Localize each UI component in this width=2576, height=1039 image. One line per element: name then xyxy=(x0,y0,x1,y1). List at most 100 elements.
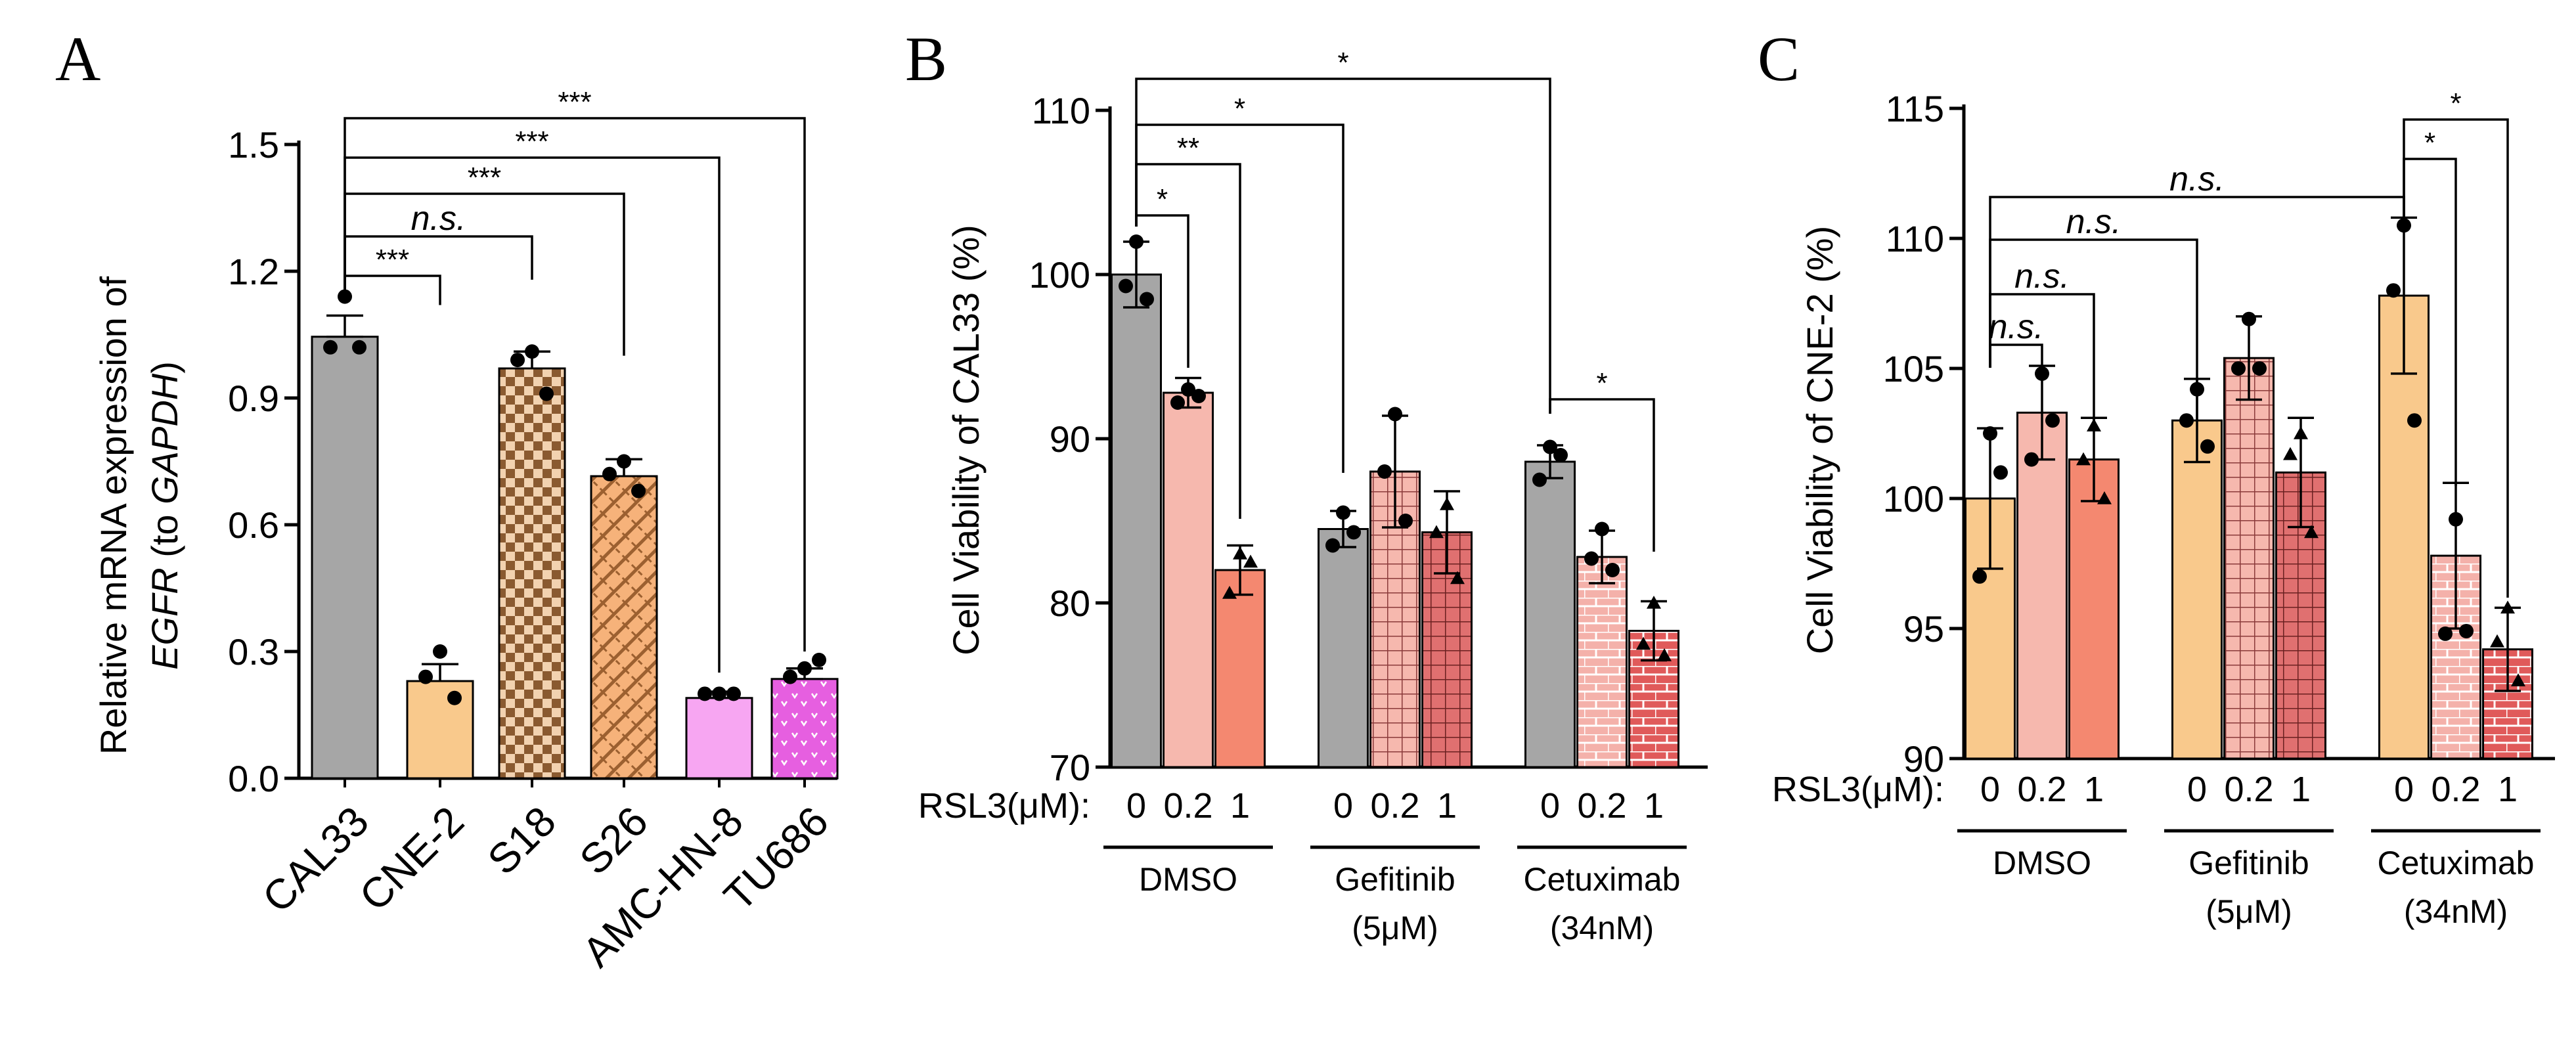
panel-b-data-point xyxy=(1584,551,1599,566)
panel-c-bar xyxy=(2016,411,2068,760)
panel-a-data-point xyxy=(783,669,797,684)
panel-b-dose-label: 0.2 xyxy=(1163,786,1212,826)
panel-a-data-point xyxy=(712,686,726,701)
panel-b-significance-label: * xyxy=(1157,183,1168,215)
panel-a-data-point xyxy=(510,353,525,368)
panel-a-significance-label: *** xyxy=(515,125,548,158)
panel-b-significance-bracket xyxy=(1549,398,1655,552)
panel-a-y-tick-label: 0.3 xyxy=(228,631,279,673)
panel-b-data-point xyxy=(1647,596,1661,609)
panel-c-data-point xyxy=(2252,361,2267,376)
panel-c-significance-label: n.s. xyxy=(2014,257,2070,296)
panel-b-significance-label: * xyxy=(1234,93,1245,125)
panel-b-data-point xyxy=(1181,382,1195,397)
panel-a-x-tick-label: S26 xyxy=(570,797,656,883)
panel-c-data-point xyxy=(2179,413,2194,428)
panel-a-y-tick-label: 0.0 xyxy=(228,758,279,799)
panel-b-y-tick-label: 70 xyxy=(1050,747,1090,788)
panel-letter-c: C xyxy=(1758,24,1800,94)
panel-b-dose-label: 0.2 xyxy=(1370,786,1419,826)
panel-c-bar xyxy=(2223,357,2275,760)
panel-b-y-tick-label: 100 xyxy=(1029,254,1090,296)
panel-c-data-point xyxy=(2304,525,2319,539)
panel-a-y-axis-label-line1: Relative mRNA expression of xyxy=(93,276,134,755)
panel-c-y-tick-label: 95 xyxy=(1903,608,1944,650)
panel-b-group-label: Cetuximab xyxy=(1524,861,1681,898)
panel-a-bar xyxy=(590,475,658,780)
panel-c-data-point xyxy=(2242,311,2256,326)
panel-b-data-point xyxy=(1595,521,1609,537)
panel-b-group-sublabel: (34nM) xyxy=(1550,910,1654,946)
panel-b-dose-label: 1 xyxy=(1230,786,1250,826)
panel-c-dose-label: 0 xyxy=(1980,770,2000,809)
panel-c-y-tick-label: 100 xyxy=(1883,478,1944,520)
panel-a-bar xyxy=(685,697,753,780)
panel-c-significance-bracket xyxy=(1989,343,2043,374)
panel-a-bar xyxy=(406,680,474,780)
panel-c-significance-label: n.s. xyxy=(2066,203,2121,241)
panel-c-group-label: Gefitinib xyxy=(2188,845,2309,881)
panel-b-data-point xyxy=(1233,546,1247,560)
panel-b-bar xyxy=(1524,460,1576,768)
panel-b-data-point xyxy=(1398,514,1413,528)
panel-c-data-point xyxy=(2024,452,2039,467)
panel-b-significance-label: ** xyxy=(1177,132,1199,164)
panel-b-data-point xyxy=(1129,234,1144,249)
panel-c-data-point xyxy=(2449,512,2463,527)
panel-b-y-tick-label: 110 xyxy=(1032,90,1090,131)
panel-a-y-tick-label: 0.9 xyxy=(228,378,279,419)
panel-letter-b: B xyxy=(905,24,947,94)
panel-b-data-point xyxy=(1377,464,1392,479)
panel-a-x-tick-label: CAL33 xyxy=(254,797,378,921)
panel-b-data-point xyxy=(1325,538,1340,553)
panel-a-bar xyxy=(498,367,566,780)
panel-a-bar xyxy=(770,678,839,780)
panel-c-dose-label: 1 xyxy=(2291,770,2311,809)
panel-a-y-tick-label: 0.6 xyxy=(228,504,279,546)
panel-a-significance-label: *** xyxy=(468,162,501,194)
panel-b-data-point xyxy=(1119,278,1133,294)
panel-b-data-point xyxy=(1605,563,1620,577)
panel-b-data-point xyxy=(1243,554,1258,568)
panel-b-dose-label: 0 xyxy=(1540,786,1560,826)
panel-b-data-point xyxy=(1657,648,1672,661)
panel-c-x-prefix: RSL3(μM): xyxy=(1772,770,1944,809)
panel-c-data-point xyxy=(2438,626,2453,641)
panel-c-dose-label: 0 xyxy=(2394,770,2414,809)
panel-a-x-tick-label: S18 xyxy=(478,797,564,883)
panel-c-data-point xyxy=(2459,623,2474,638)
panel-c-group-label: DMSO xyxy=(1993,845,2091,881)
panel-c-data-point xyxy=(2511,673,2525,686)
panel-a-y-tick-label: 1.5 xyxy=(228,124,279,166)
panel-b-group-label: DMSO xyxy=(1139,861,1237,898)
panel-b-data-point xyxy=(1429,525,1444,539)
panel-c-dose-label: 0.2 xyxy=(2224,770,2273,809)
panel-b-data-point xyxy=(1440,497,1454,510)
panel-c-data-point xyxy=(2397,218,2411,233)
panel-b-significance-bracket xyxy=(1135,77,1551,414)
panel-b-data-point xyxy=(1543,439,1557,454)
panel-a-significance-bracket xyxy=(344,275,441,305)
panel-b-data-point xyxy=(1532,472,1547,487)
panel-c-data-point xyxy=(2231,361,2246,376)
panel-a-significance-label: *** xyxy=(376,244,409,276)
panel-c-y-tick-label: 110 xyxy=(1886,218,1944,259)
panel-c-data-point xyxy=(1993,465,2008,480)
panel-a-data-point xyxy=(433,644,447,659)
panel-b-data-point xyxy=(1553,448,1568,462)
panel-b-chart: Cell Viability of CAL33 (%) RSL3(μM): 70… xyxy=(918,47,1708,946)
panel-c-dose-label: 0.2 xyxy=(2017,770,2066,809)
panel-c-data-point xyxy=(2097,491,2112,504)
panel-c-y-tick-label: 105 xyxy=(1883,348,1944,389)
panel-a-data-point xyxy=(352,340,366,355)
panel-c-data-point xyxy=(2386,283,2401,298)
panel-b-bar xyxy=(1576,556,1628,768)
panel-c-significance-label: * xyxy=(2450,87,2461,120)
panel-a-data-point xyxy=(812,652,826,667)
panel-a-data-point xyxy=(617,454,631,469)
panel-b-data-point xyxy=(1140,292,1154,307)
panel-c-data-point xyxy=(2200,439,2215,454)
panel-b-dose-label: 1 xyxy=(1644,786,1664,826)
panel-b-dose-label: 1 xyxy=(1437,786,1457,826)
